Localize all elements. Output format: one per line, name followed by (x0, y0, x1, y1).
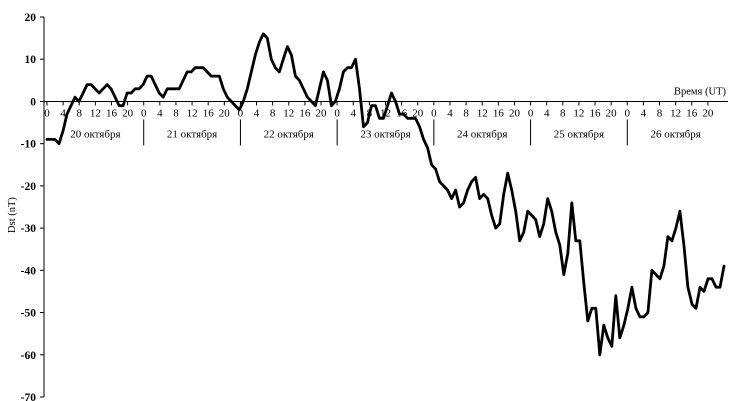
x-tick-label: 8 (270, 107, 276, 119)
day-label: 23 октября (360, 128, 410, 140)
x-tick-label: 20 (606, 107, 618, 119)
x-tick-label: 0 (625, 107, 631, 119)
y-axis-title: Dst (nT) (7, 197, 18, 233)
x-tick-label: 16 (493, 107, 505, 119)
series-group (45, 32, 726, 357)
y-tick-label: -10 (21, 139, 37, 151)
x-tick-label: 0 (141, 107, 147, 119)
x-tick-label: 12 (187, 107, 198, 119)
y-tick-label: -70 (21, 392, 37, 401)
x-tick-label: 0 (334, 107, 340, 119)
y-tick-label: 0 (30, 96, 36, 108)
y-tick-label: -20 (21, 181, 37, 193)
day-label: 21 октября (167, 128, 217, 140)
y-tick-label: -60 (21, 350, 37, 362)
x-tick-label: 16 (106, 107, 118, 119)
x-tick-label: 20 (412, 107, 424, 119)
x-tick-label: 12 (670, 107, 681, 119)
x-tick-label: 0 (238, 107, 244, 119)
dst-series-line (45, 32, 726, 357)
x-tick-label: 12 (283, 107, 294, 119)
day-label: 26 октября (650, 128, 700, 140)
x-tick-label: 4 (157, 107, 163, 119)
x-tick-label: 16 (686, 107, 698, 119)
day-label: 25 октября (554, 128, 604, 140)
x-tick-label: 4 (641, 107, 647, 119)
x-tick-label: 8 (463, 107, 469, 119)
day-label: 22 октября (264, 128, 314, 140)
x-tick-label: 4 (447, 107, 453, 119)
y-tick-label: 10 (25, 54, 37, 66)
x-tick-label: 12 (90, 107, 101, 119)
y-tick-label: -50 (21, 308, 37, 320)
x-tick-label: 4 (60, 107, 66, 119)
x-tick-label: 16 (590, 107, 602, 119)
x-tick-label: 20 (316, 107, 328, 119)
x-tick-label: 4 (351, 107, 357, 119)
x-tick-label: 8 (173, 107, 179, 119)
x-tick-label: 16 (299, 107, 311, 119)
y-tick-label: 20 (25, 12, 37, 24)
x-tick-label: 4 (254, 107, 260, 119)
x-tick-label: 20 (122, 107, 134, 119)
x-tick-label: 8 (76, 107, 82, 119)
x-tick-label: 20 (509, 107, 521, 119)
x-tick-label: 0 (431, 107, 437, 119)
y-tick-label: -40 (21, 265, 37, 277)
y-tick-label: -30 (21, 223, 37, 235)
x-tick-label: 8 (657, 107, 663, 119)
x-tick-label: 0 (44, 107, 50, 119)
y-axis: 20 10 0 -10 -20 -30 -40 -50 -60 -70 (21, 12, 45, 401)
x-tick-label: 20 (219, 107, 231, 119)
x-tick-label: 20 (702, 107, 714, 119)
x-tick-label: 16 (203, 107, 215, 119)
x-tick-label: 0 (528, 107, 534, 119)
x-tick-label: 12 (573, 107, 584, 119)
x-axis-title: Время (UT) (674, 86, 727, 97)
x-tick-label: 4 (544, 107, 550, 119)
day-label: 24 октября (457, 128, 507, 140)
x-tick-label: 12 (477, 107, 488, 119)
x-tick-label: 8 (560, 107, 566, 119)
day-label: 20 октября (70, 128, 120, 140)
